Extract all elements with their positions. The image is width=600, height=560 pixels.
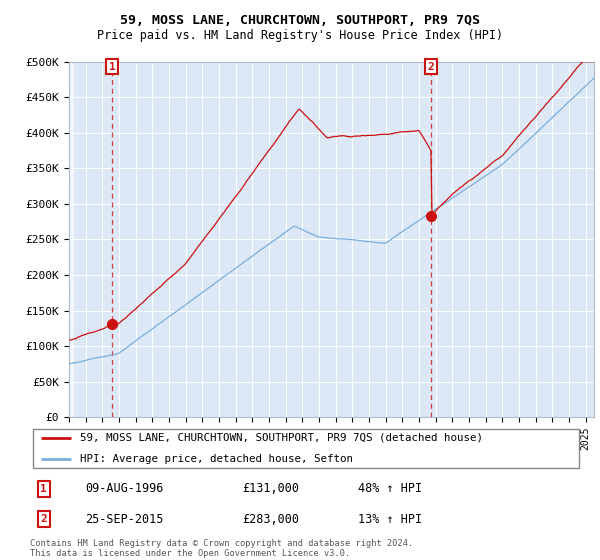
Text: 48% ↑ HPI: 48% ↑ HPI bbox=[358, 482, 422, 496]
Text: 13% ↑ HPI: 13% ↑ HPI bbox=[358, 512, 422, 526]
Text: Contains HM Land Registry data © Crown copyright and database right 2024.
This d: Contains HM Land Registry data © Crown c… bbox=[30, 539, 413, 558]
Text: HPI: Average price, detached house, Sefton: HPI: Average price, detached house, Seft… bbox=[80, 454, 353, 464]
Text: 25-SEP-2015: 25-SEP-2015 bbox=[85, 512, 164, 526]
Text: 2: 2 bbox=[40, 514, 47, 524]
Text: 09-AUG-1996: 09-AUG-1996 bbox=[85, 482, 164, 496]
Text: Price paid vs. HM Land Registry's House Price Index (HPI): Price paid vs. HM Land Registry's House … bbox=[97, 29, 503, 42]
Text: 59, MOSS LANE, CHURCHTOWN, SOUTHPORT, PR9 7QS: 59, MOSS LANE, CHURCHTOWN, SOUTHPORT, PR… bbox=[120, 14, 480, 27]
FancyBboxPatch shape bbox=[33, 428, 579, 468]
Text: 1: 1 bbox=[109, 62, 116, 72]
Text: £283,000: £283,000 bbox=[242, 512, 299, 526]
Text: £131,000: £131,000 bbox=[242, 482, 299, 496]
Text: 1: 1 bbox=[40, 484, 47, 494]
Text: 59, MOSS LANE, CHURCHTOWN, SOUTHPORT, PR9 7QS (detached house): 59, MOSS LANE, CHURCHTOWN, SOUTHPORT, PR… bbox=[80, 433, 482, 443]
Text: 2: 2 bbox=[428, 62, 434, 72]
